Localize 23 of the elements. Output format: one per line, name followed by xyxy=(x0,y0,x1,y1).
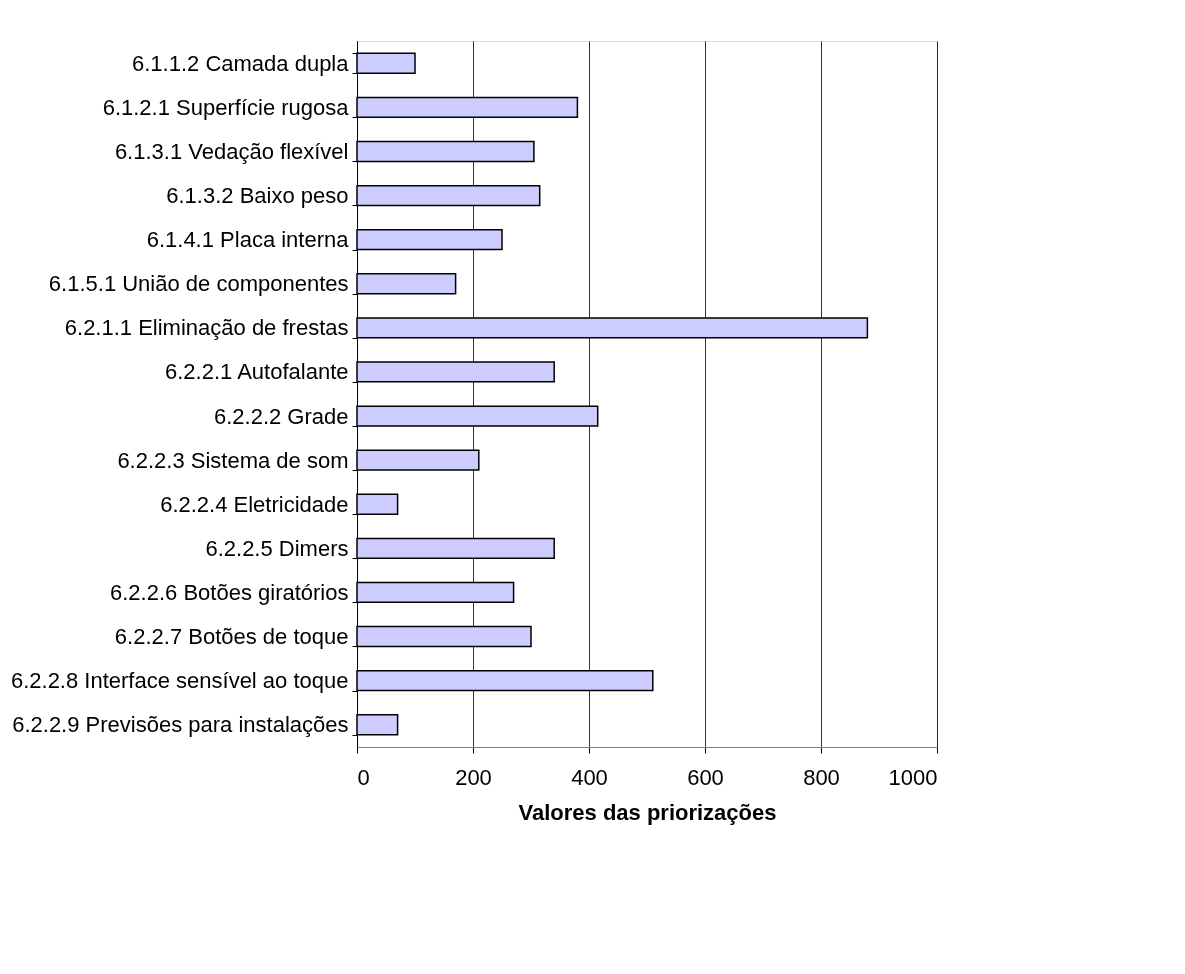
y-tick-label: 6.1.3.2 Baixo peso xyxy=(166,183,349,209)
x-tick-label: 600 xyxy=(687,764,724,790)
y-tick-label: 6.2.2.2 Grade xyxy=(213,403,349,429)
y-tick-label: 6.2.2.9 Previsões para instalações xyxy=(12,712,349,738)
y-tick-label: 6.2.2.6 Botões giratórios xyxy=(110,579,349,605)
y-tick-label: 6.2.1.1 Eliminação de frestas xyxy=(64,315,349,341)
y-tick-label: 6.2.2.7 Botões de toque xyxy=(114,624,349,650)
y-tick-label: 6.1.3.1 Vedação flexível xyxy=(114,138,349,164)
y-tick-label: 6.2.2.4 Eletricidade xyxy=(160,491,349,517)
x-tick-label: 200 xyxy=(455,764,492,790)
y-tick-label: 6.1.1.2 Camada dupla xyxy=(132,50,350,76)
y-tick-label: 6.1.5.1 União de componentes xyxy=(48,271,349,297)
y-tick-label: 6.1.2.1 Superfície rugosa xyxy=(102,94,350,120)
x-tick-label: 400 xyxy=(571,764,608,790)
y-tick-label: 6.2.2.5 Dimers xyxy=(205,535,349,561)
x-axis-title: Valores das priorizações xyxy=(518,799,777,825)
y-tick-label: 6.2.2.3 Sistema de som xyxy=(117,447,349,473)
y-tick-label: 6.2.2.1 Autofalante xyxy=(165,359,349,385)
x-tick-label: 1000 xyxy=(888,764,938,790)
y-tick-label: 6.1.4.1 Placa interna xyxy=(146,227,350,253)
x-tick-label: 0 xyxy=(357,764,370,790)
x-tick-label: 800 xyxy=(803,764,840,790)
y-tick-label: 6.2.2.8 Interface sensível ao toque xyxy=(10,668,349,694)
